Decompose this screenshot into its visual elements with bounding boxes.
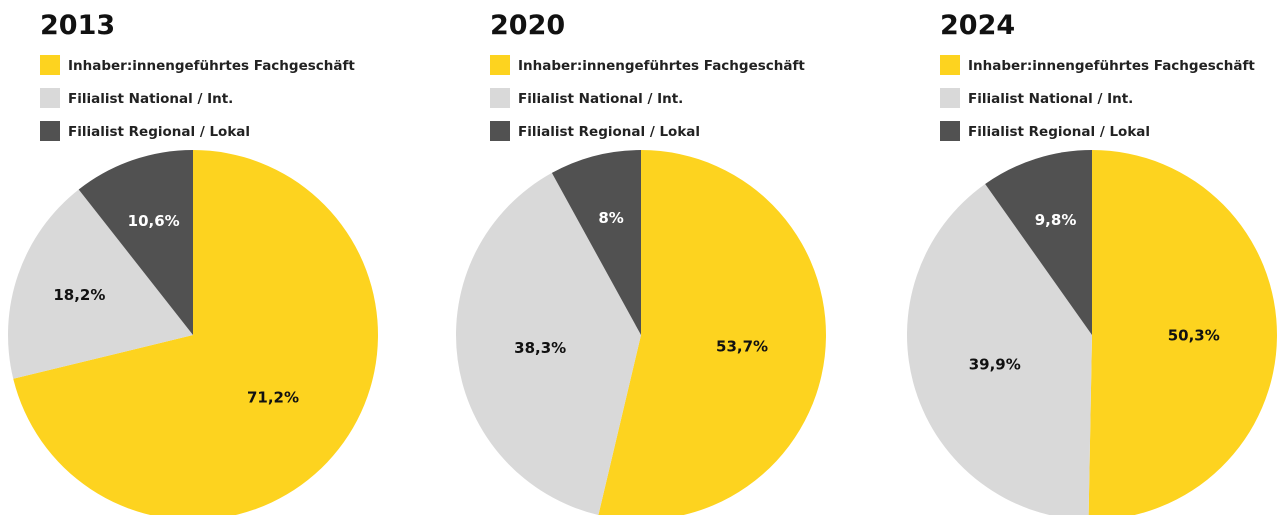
chart-title: 2013: [40, 10, 115, 41]
legend-label: Filialist National / Int.: [968, 91, 1133, 107]
legend-label: Inhaber:innengeführtes Fachgeschäft: [518, 58, 805, 74]
legend-swatch: [40, 121, 60, 141]
pie-slice: [7, 189, 193, 379]
legend-label: Inhaber:innengeführtes Fachgeschäft: [968, 58, 1255, 74]
pie-slice: [551, 150, 641, 335]
legend-label: Filialist Regional / Lokal: [968, 124, 1150, 140]
chart-title: 2020: [490, 10, 565, 41]
pie-slice: [598, 150, 826, 515]
pie-slice: [13, 150, 378, 515]
value-label: 53,7%: [716, 337, 768, 355]
legend-label: Filialist Regional / Lokal: [518, 124, 700, 140]
pie-slice: [456, 172, 641, 515]
legend-swatch: [490, 55, 510, 75]
legend-label: Filialist Regional / Lokal: [68, 124, 250, 140]
legend-swatch: [40, 88, 60, 108]
legend-swatch: [40, 55, 60, 75]
value-label: 39,9%: [969, 355, 1021, 373]
value-label: 10,6%: [128, 212, 180, 230]
value-label: 38,3%: [514, 339, 566, 357]
value-label: 71,2%: [247, 388, 299, 406]
pie-slice: [78, 150, 193, 335]
legend-swatch: [940, 121, 960, 141]
pie-slice: [907, 183, 1092, 515]
pie-slice: [985, 150, 1092, 335]
value-label: 18,2%: [53, 286, 105, 304]
legend-swatch: [490, 121, 510, 141]
value-label: 9,8%: [1035, 211, 1077, 229]
pie-slice: [1088, 150, 1277, 515]
value-label: 50,3%: [1168, 326, 1220, 344]
chart-title: 2024: [940, 10, 1015, 41]
legend-label: Filialist National / Int.: [68, 91, 233, 107]
legend-swatch: [940, 88, 960, 108]
legend-swatch: [490, 88, 510, 108]
legend-label: Filialist National / Int.: [518, 91, 683, 107]
legend-label: Inhaber:innengeführtes Fachgeschäft: [68, 58, 355, 74]
legend-swatch: [940, 55, 960, 75]
value-label: 8%: [598, 209, 623, 227]
